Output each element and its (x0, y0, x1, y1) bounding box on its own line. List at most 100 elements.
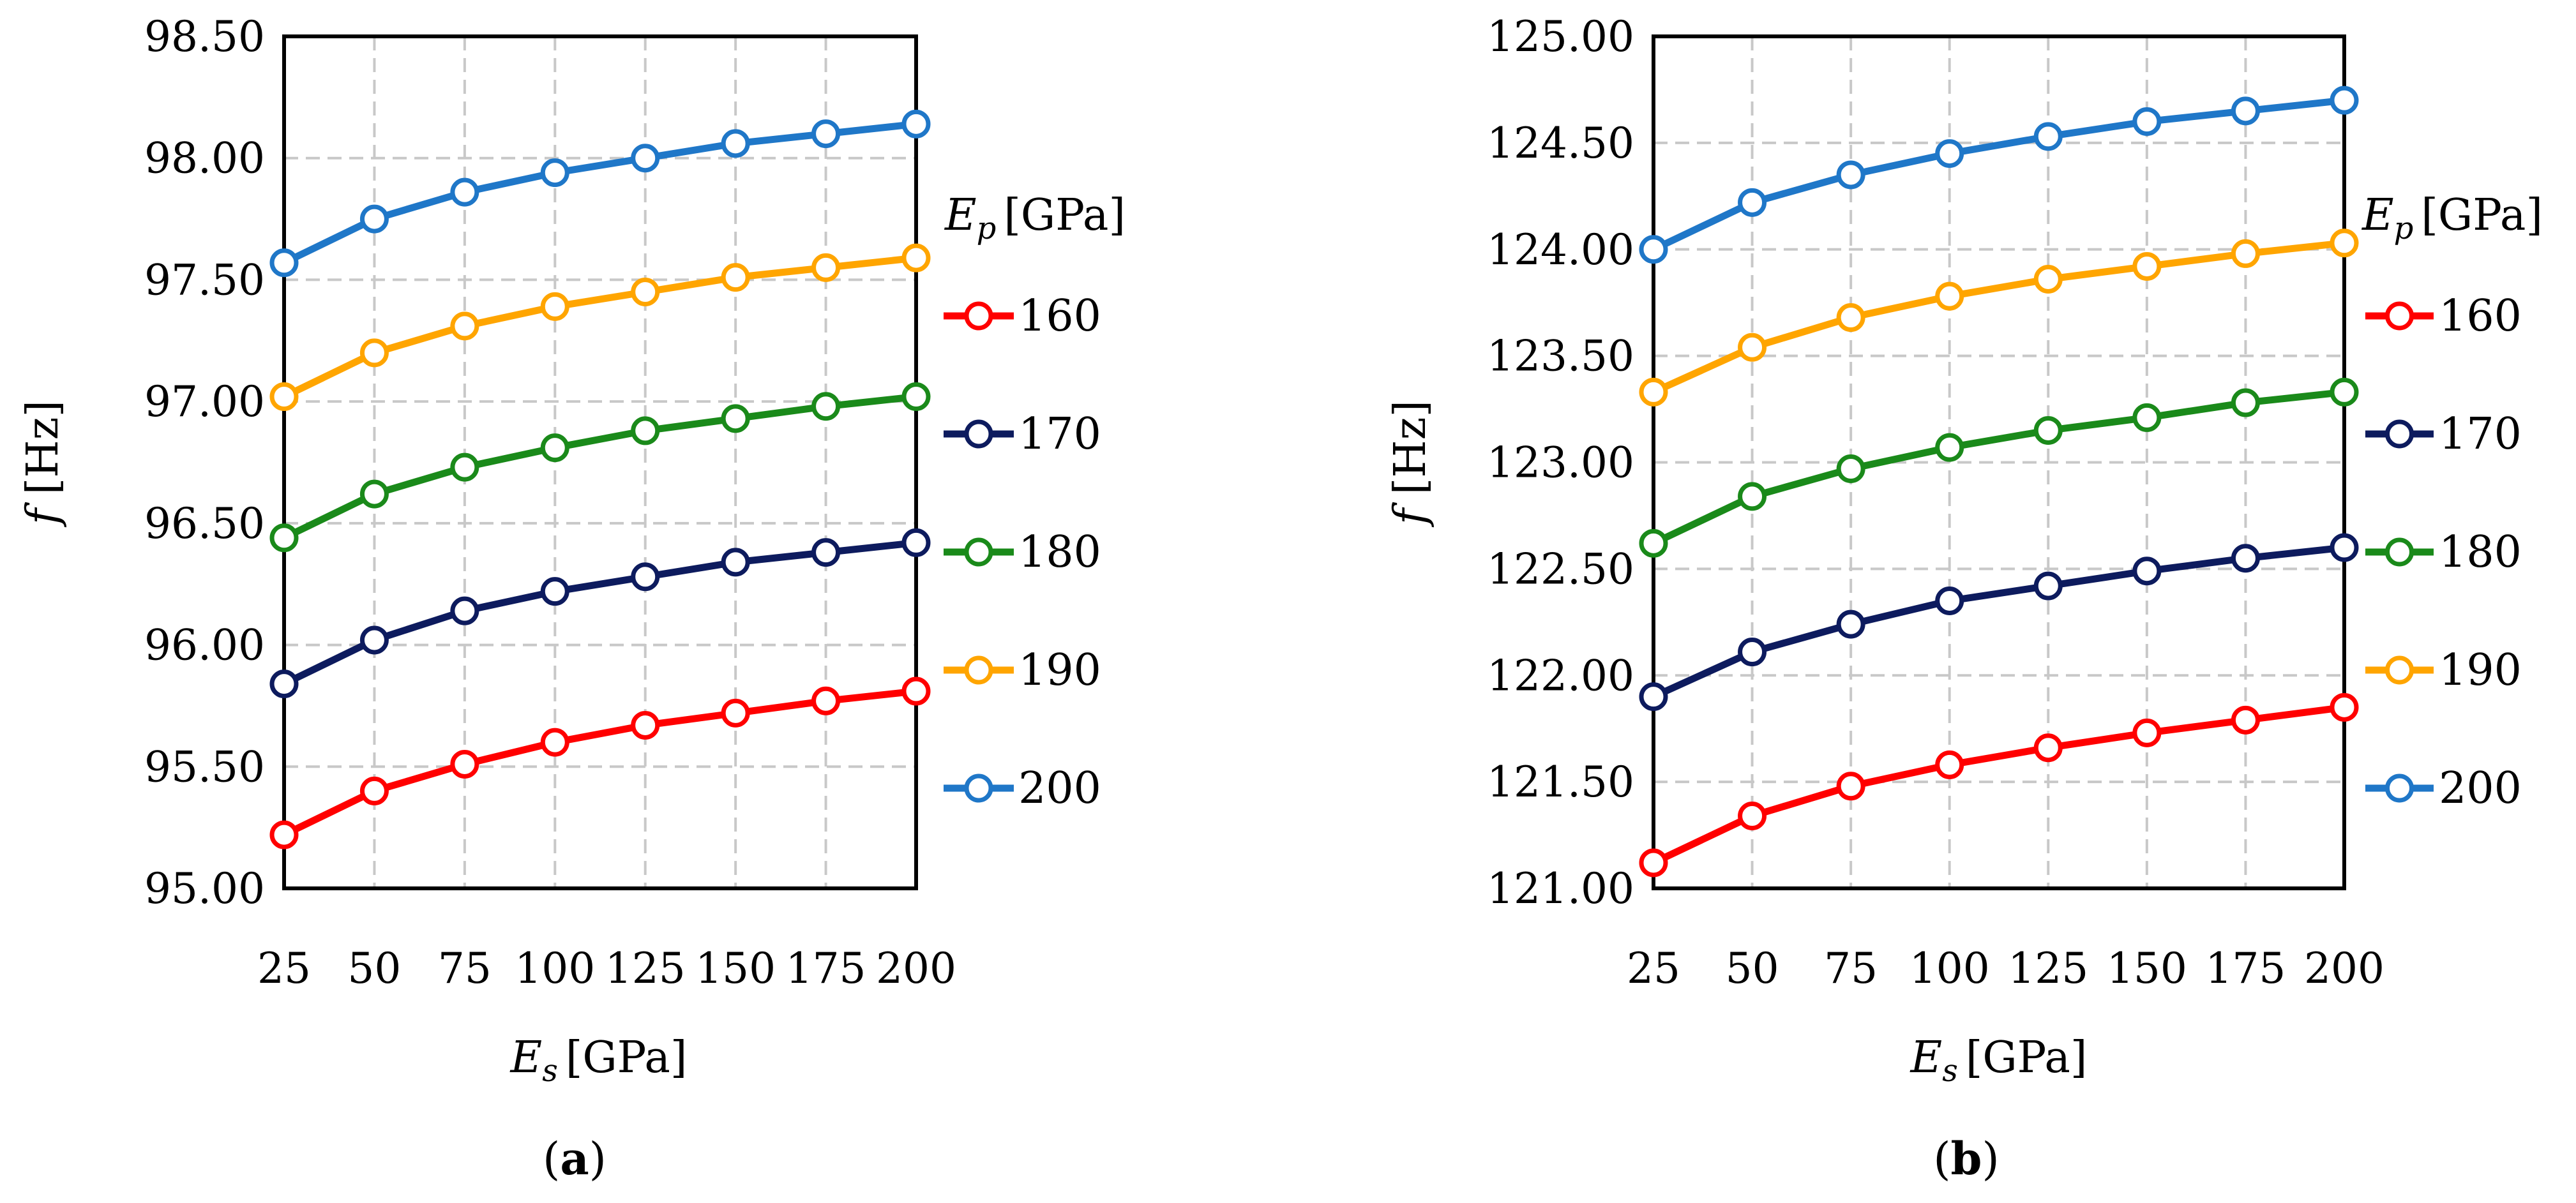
legend-entry-170: 170 (2365, 409, 2522, 460)
legend: Ep [GPa] 160 170 180 190 200 (2361, 190, 2543, 814)
series-180 (269, 382, 931, 553)
y-axis-unit: [Hz] (18, 400, 68, 495)
legend-label: 200 (2439, 763, 2522, 814)
data-point (811, 686, 841, 715)
y-axis-space (18, 495, 68, 509)
panel-paren-open: ( (1933, 1133, 1950, 1185)
data-point (631, 278, 660, 306)
data-point (2132, 107, 2162, 136)
x-axis-title: Es [GPa] (509, 1033, 688, 1089)
x-tick-label: 200 (876, 944, 956, 993)
data-point (2330, 377, 2359, 407)
y-tick-label: 95.00 (144, 864, 265, 913)
x-axis-variable: E (1909, 1033, 1943, 1083)
x-tick-label: 75 (1824, 944, 1878, 993)
x-axis-unit: [GPa] (566, 1033, 688, 1083)
data-point (2231, 239, 2260, 268)
data-point (721, 404, 750, 433)
data-point (901, 528, 931, 557)
y-tick-label: 121.50 (1487, 758, 1634, 807)
legend-marker (2385, 301, 2414, 331)
data-point (2033, 264, 2063, 294)
plot-frame (282, 34, 918, 890)
data-point (359, 204, 389, 234)
legend-entry-180: 180 (2365, 527, 2522, 578)
legend-marker (964, 301, 993, 331)
legend-entry-180: 180 (944, 527, 1101, 578)
data-point (631, 562, 660, 592)
series-line (1652, 544, 2345, 700)
legend-entry-190: 190 (2365, 645, 2522, 696)
legend-entry-200: 200 (944, 763, 1101, 814)
data-point (721, 698, 750, 728)
y-tick-label: 122.50 (1487, 544, 1634, 594)
legend-label: 190 (1018, 645, 1101, 696)
data-point (450, 452, 479, 482)
data-point (1935, 433, 1964, 462)
chart-panel-b: 121.00 121.50 122.00 122.50 123.00 123.50 124.… (1385, 12, 2543, 1185)
legend-marker (964, 537, 993, 567)
data-point (450, 177, 479, 207)
y-tick-label: 96.00 (144, 621, 265, 670)
data-point (2330, 86, 2359, 115)
legend-label: 160 (1018, 291, 1101, 341)
x-tick-label: 175 (786, 944, 866, 993)
y-tick-label: 124.50 (1487, 119, 1634, 168)
data-point (540, 158, 569, 188)
data-point (721, 129, 750, 158)
y-tick-label: 122.00 (1487, 651, 1634, 700)
data-point (1738, 333, 1767, 362)
data-point (1836, 609, 1865, 639)
x-tick-label: 25 (257, 944, 311, 993)
legend-title-subscript: p (977, 211, 997, 246)
legend-marker (964, 655, 993, 685)
series-190 (269, 243, 931, 412)
data-point (2132, 557, 2162, 586)
data-point (631, 144, 660, 173)
x-axis-subscript: s (542, 1053, 558, 1089)
x-tick-label: 100 (1909, 944, 1990, 993)
y-axis-unit: [Hz] (1385, 400, 1436, 495)
y-tick-label: 97.00 (144, 377, 265, 426)
x-tick-label: 25 (1627, 944, 1680, 993)
series-line (1652, 388, 2345, 547)
legend-entry-190: 190 (944, 645, 1101, 696)
x-tick-label: 175 (2205, 944, 2286, 993)
y-tick-label: 124.00 (1487, 225, 1634, 274)
legend-title-subscript: p (2394, 211, 2414, 246)
legend-title-variable: E (2361, 190, 2394, 241)
data-point (1738, 188, 1767, 217)
data-point (2033, 733, 2063, 763)
data-point (540, 728, 569, 757)
y-tick-label: 95.50 (144, 742, 265, 791)
series-170 (269, 528, 931, 699)
data-point (2033, 415, 2063, 445)
data-point (721, 548, 750, 577)
data-point (359, 776, 389, 805)
data-point (1639, 682, 1668, 712)
data-point (1836, 454, 1865, 484)
legend-title: Ep [GPa] (944, 190, 1126, 246)
data-point (1836, 303, 1865, 333)
y-axis-space (1385, 495, 1436, 509)
y-tick-label: 97.50 (144, 255, 265, 304)
chart-panel-a: 95.00 95.50 96.00 96.50 97.00 97.50 98.00 98.50… (18, 12, 1126, 1185)
data-point (2033, 122, 2063, 151)
data-point (901, 676, 931, 706)
data-point (2231, 96, 2260, 126)
data-point (2330, 533, 2359, 562)
series-line (1652, 703, 2345, 866)
data-point (2132, 718, 2162, 747)
data-point (631, 416, 660, 445)
data-point (1935, 586, 1964, 615)
data-point (811, 392, 841, 421)
legend-marker (2385, 537, 2414, 567)
legend-marker (964, 773, 993, 803)
panel-paren-close: ) (589, 1133, 606, 1185)
series-line (282, 539, 917, 687)
data-point (269, 248, 299, 278)
series-200 (1639, 86, 2359, 264)
plot-frame (1652, 34, 2346, 890)
data-point (1935, 281, 1964, 311)
legend-label: 170 (1018, 409, 1101, 460)
